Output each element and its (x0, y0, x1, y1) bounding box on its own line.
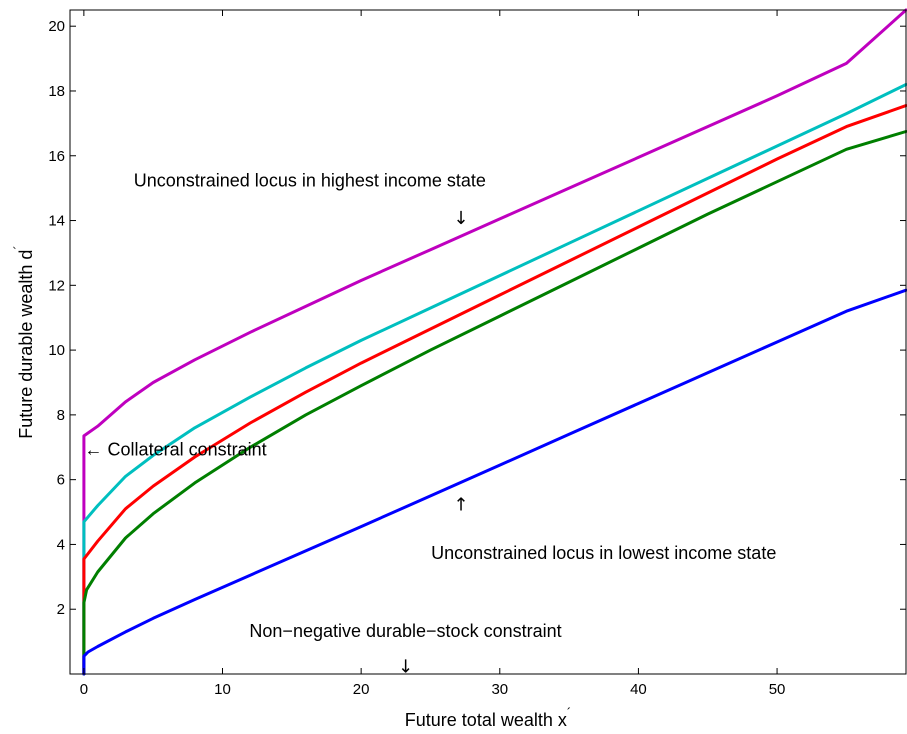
x-tick-label: 20 (353, 681, 370, 698)
y-tick-label: 16 (48, 148, 65, 165)
y-axis-title-prime: ´ (11, 245, 26, 249)
y-tick-label: 10 (48, 342, 65, 359)
annotation-layer: Unconstrained locus in highest income st… (85, 171, 777, 678)
x-tick-label: 40 (630, 681, 647, 698)
annotation-2: ↓ (453, 208, 468, 229)
series-layer (82, 8, 907, 676)
x-axis-title: Future total wealth x´ (405, 705, 571, 730)
annotation-7: ↓ (398, 656, 413, 677)
annotation-4: ↑ (453, 494, 468, 515)
y-tick-label: 8 (57, 407, 65, 424)
series-line-3 (82, 104, 907, 676)
y-tick-label: 14 (48, 213, 65, 230)
annotation-5: Unconstrained locus in lowest income sta… (431, 543, 776, 563)
plot-frame (69, 9, 907, 675)
x-tick-label: 30 (491, 681, 508, 698)
series-line-2 (82, 83, 907, 676)
annotation-1: Unconstrained locus in highest income st… (134, 171, 486, 191)
y-tick-label: 4 (57, 536, 65, 553)
y-tick-label: 6 (57, 472, 65, 489)
x-tick-label: 10 (214, 681, 231, 698)
annotation-3: ← Collateral constraint (85, 439, 267, 459)
ticks-layer: 0 10 20 30 40 50 2 4 6 8 10 12 14 16 18 20 (48, 10, 906, 698)
series-line-5 (82, 288, 907, 676)
y-tick-label: 2 (57, 601, 65, 618)
series-line-1 (82, 8, 907, 676)
annotation-6: Non−negative durable−stock constraint (249, 621, 561, 641)
x-axis-title-prime: ´ (567, 705, 571, 720)
y-tick-label: 20 (48, 18, 65, 35)
x-tick-label: 0 (80, 681, 88, 698)
series-line-4 (82, 130, 907, 676)
y-axis-title: Future durable wealth d´ (11, 245, 36, 438)
y-tick-label: 12 (48, 277, 65, 294)
y-tick-label: 18 (48, 83, 65, 100)
x-tick-label: 50 (769, 681, 786, 698)
